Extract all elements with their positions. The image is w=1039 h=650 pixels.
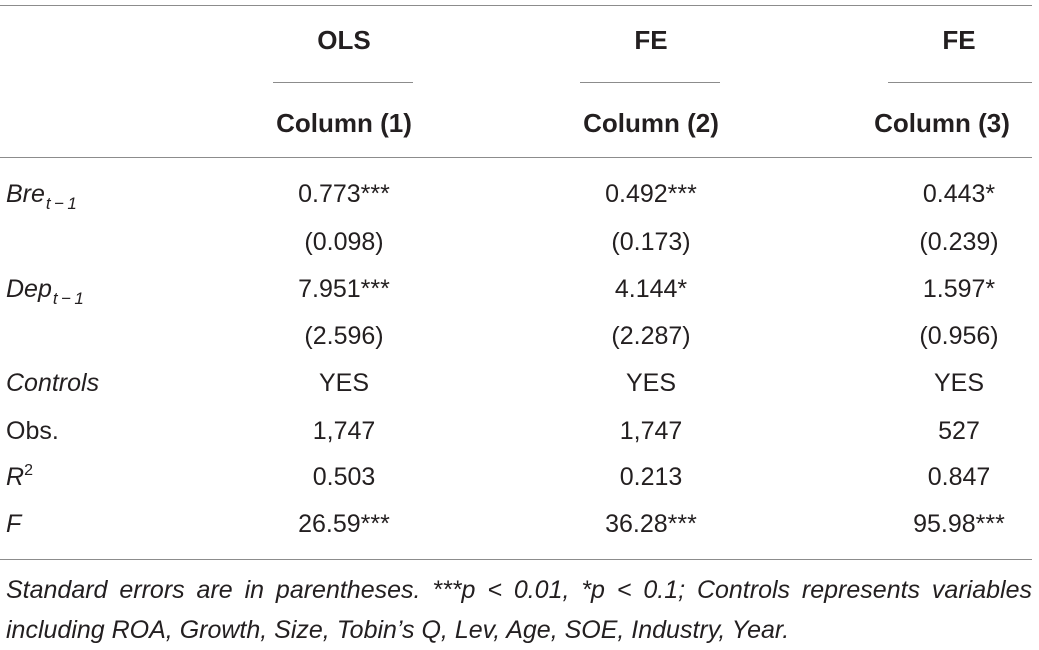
- header-column-label-3: Column (3): [874, 108, 1010, 138]
- dep-se-3: (0.956): [919, 322, 999, 350]
- bre-se-2: (0.173): [611, 228, 691, 256]
- f-2: 36.28***: [605, 510, 697, 538]
- r2-2: 0.213: [619, 463, 683, 491]
- dep-se-1: (2.596): [304, 322, 384, 350]
- f-1: 26.59***: [298, 510, 390, 538]
- r2-1: 0.503: [312, 463, 376, 491]
- header-underline-3: [888, 82, 1032, 83]
- row-label-controls: Controls: [6, 369, 100, 397]
- row-label-f: F: [6, 510, 22, 538]
- top-rule: [0, 5, 1032, 6]
- header-column-label-2: Column (2): [583, 108, 719, 138]
- controls-3: YES: [933, 369, 985, 397]
- header-estimator-1: OLS: [317, 25, 371, 55]
- dep-coef-1: 7.951***: [298, 275, 390, 303]
- bre-coef-3: 0.443*: [922, 180, 996, 208]
- bre-se-1: (0.098): [304, 228, 384, 256]
- table-footnote: Standard errors are in parentheses. ***p…: [6, 576, 1032, 644]
- row-label-bre-text: Bre: [6, 180, 45, 208]
- f-3: 95.98***: [913, 510, 1005, 538]
- dep-coef-3: 1.597*: [922, 275, 996, 303]
- header-column-label-1: Column (1): [276, 108, 412, 138]
- row-label-dep: Dept − 1: [6, 275, 84, 308]
- obs-3: 527: [938, 417, 980, 445]
- header-rule: [0, 157, 1032, 158]
- controls-1: YES: [318, 369, 370, 397]
- obs-1: 1,747: [312, 417, 376, 445]
- header-underline-2: [580, 82, 720, 83]
- row-label-r2-superscript: 2: [24, 462, 33, 479]
- header-underline-1: [273, 82, 413, 83]
- row-label-bre-subscript: t − 1: [45, 194, 77, 213]
- controls-2: YES: [625, 369, 677, 397]
- row-label-bre: Bret − 1: [6, 180, 77, 213]
- bottom-rule: [0, 559, 1032, 560]
- row-label-r2-text: R: [6, 463, 25, 491]
- row-label-dep-text: Dep: [6, 275, 52, 303]
- dep-se-2: (2.287): [611, 322, 691, 350]
- dep-coef-2: 4.144*: [614, 275, 688, 303]
- row-label-obs: Obs.: [6, 417, 59, 445]
- bre-coef-2: 0.492***: [605, 180, 697, 208]
- header-estimator-3: FE: [942, 25, 976, 55]
- bre-se-3: (0.239): [919, 228, 999, 256]
- obs-2: 1,747: [619, 417, 683, 445]
- r2-3: 0.847: [927, 463, 991, 491]
- header-estimator-2: FE: [634, 25, 668, 55]
- row-label-r2: R2: [6, 462, 33, 492]
- bre-coef-1: 0.773***: [298, 180, 390, 208]
- row-label-dep-subscript: t − 1: [52, 289, 84, 308]
